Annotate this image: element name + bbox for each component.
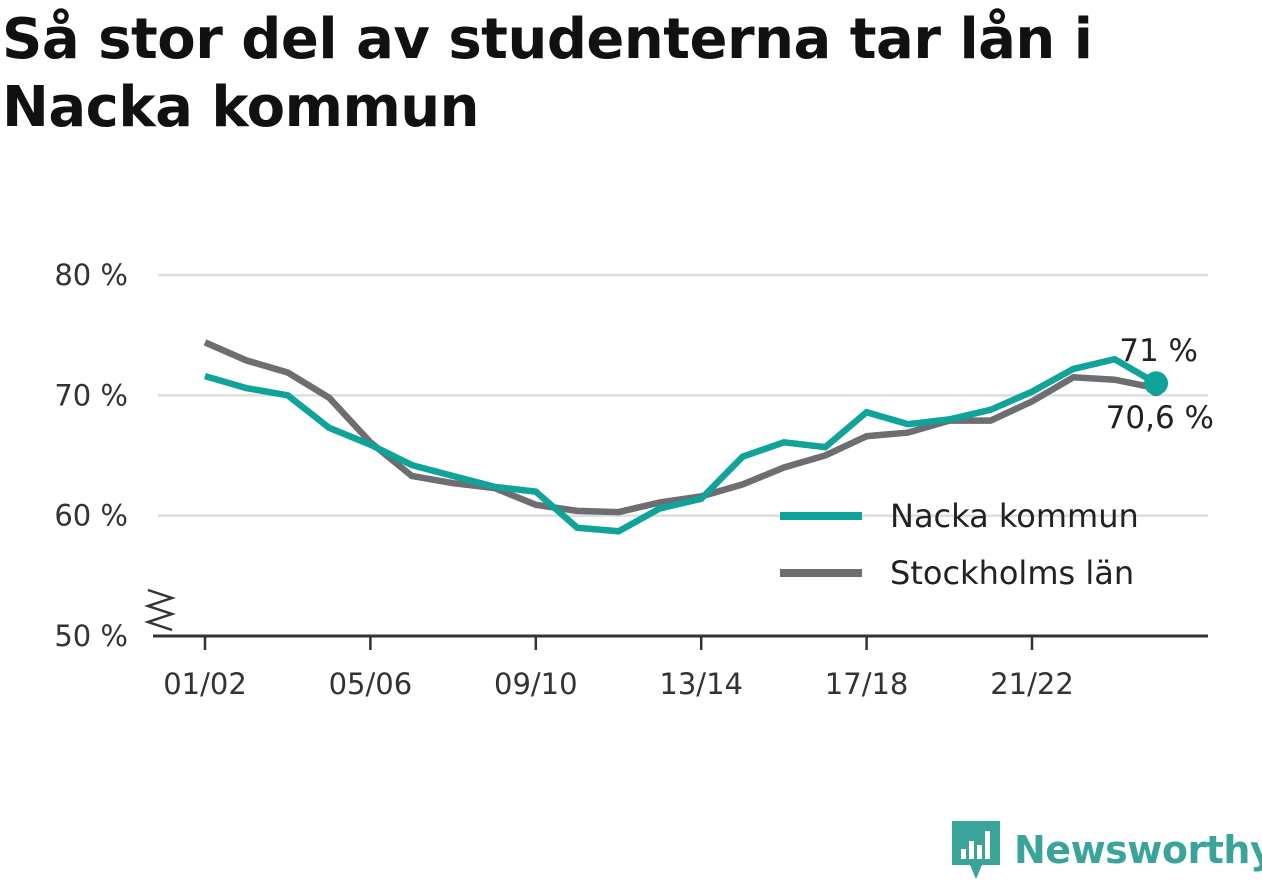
y-tick-label: 80 %	[54, 258, 128, 292]
newsworthy-logo: Newsworthy	[950, 818, 1262, 882]
end-label: 71 %	[1119, 333, 1198, 369]
x-tick-label: 05/06	[329, 667, 413, 701]
legend-label: Stockholms län	[890, 554, 1134, 592]
newsworthy-logo-icon	[952, 821, 1000, 879]
end-labels: 71 % 70,6 %	[1106, 333, 1214, 436]
series-line	[204, 355, 1158, 535]
series-line	[203, 339, 1157, 516]
gridlines	[158, 273, 1208, 517]
x-axis-ticks: 01/02 05/06 09/10 13/14 17/18 21/22	[163, 636, 1074, 701]
y-tick-label: 50 %	[54, 619, 128, 653]
chart-title: Så stor del av studenterna tar lån i Nac…	[2, 7, 1093, 140]
end-point	[1144, 371, 1169, 396]
series-lines	[203, 339, 1158, 535]
brand-name: Newsworthy	[1014, 828, 1262, 872]
end-label: 70,6 %	[1106, 400, 1214, 436]
y-tick-label: 60 %	[54, 499, 128, 533]
x-tick-label: 17/18	[825, 667, 909, 701]
axis-break-mark	[144, 588, 176, 632]
x-tick-label: 09/10	[494, 667, 578, 701]
x-tick-label: 01/02	[163, 667, 247, 701]
x-tick-label: 21/22	[990, 667, 1074, 701]
y-axis-ticks: 80 % 70 % 60 % 50 %	[54, 258, 128, 653]
legend: Nacka kommun Stockholms län	[780, 497, 1139, 592]
legend-label: Nacka kommun	[890, 497, 1139, 535]
y-tick-label: 70 %	[54, 378, 128, 412]
x-tick-label: 13/14	[659, 667, 743, 701]
